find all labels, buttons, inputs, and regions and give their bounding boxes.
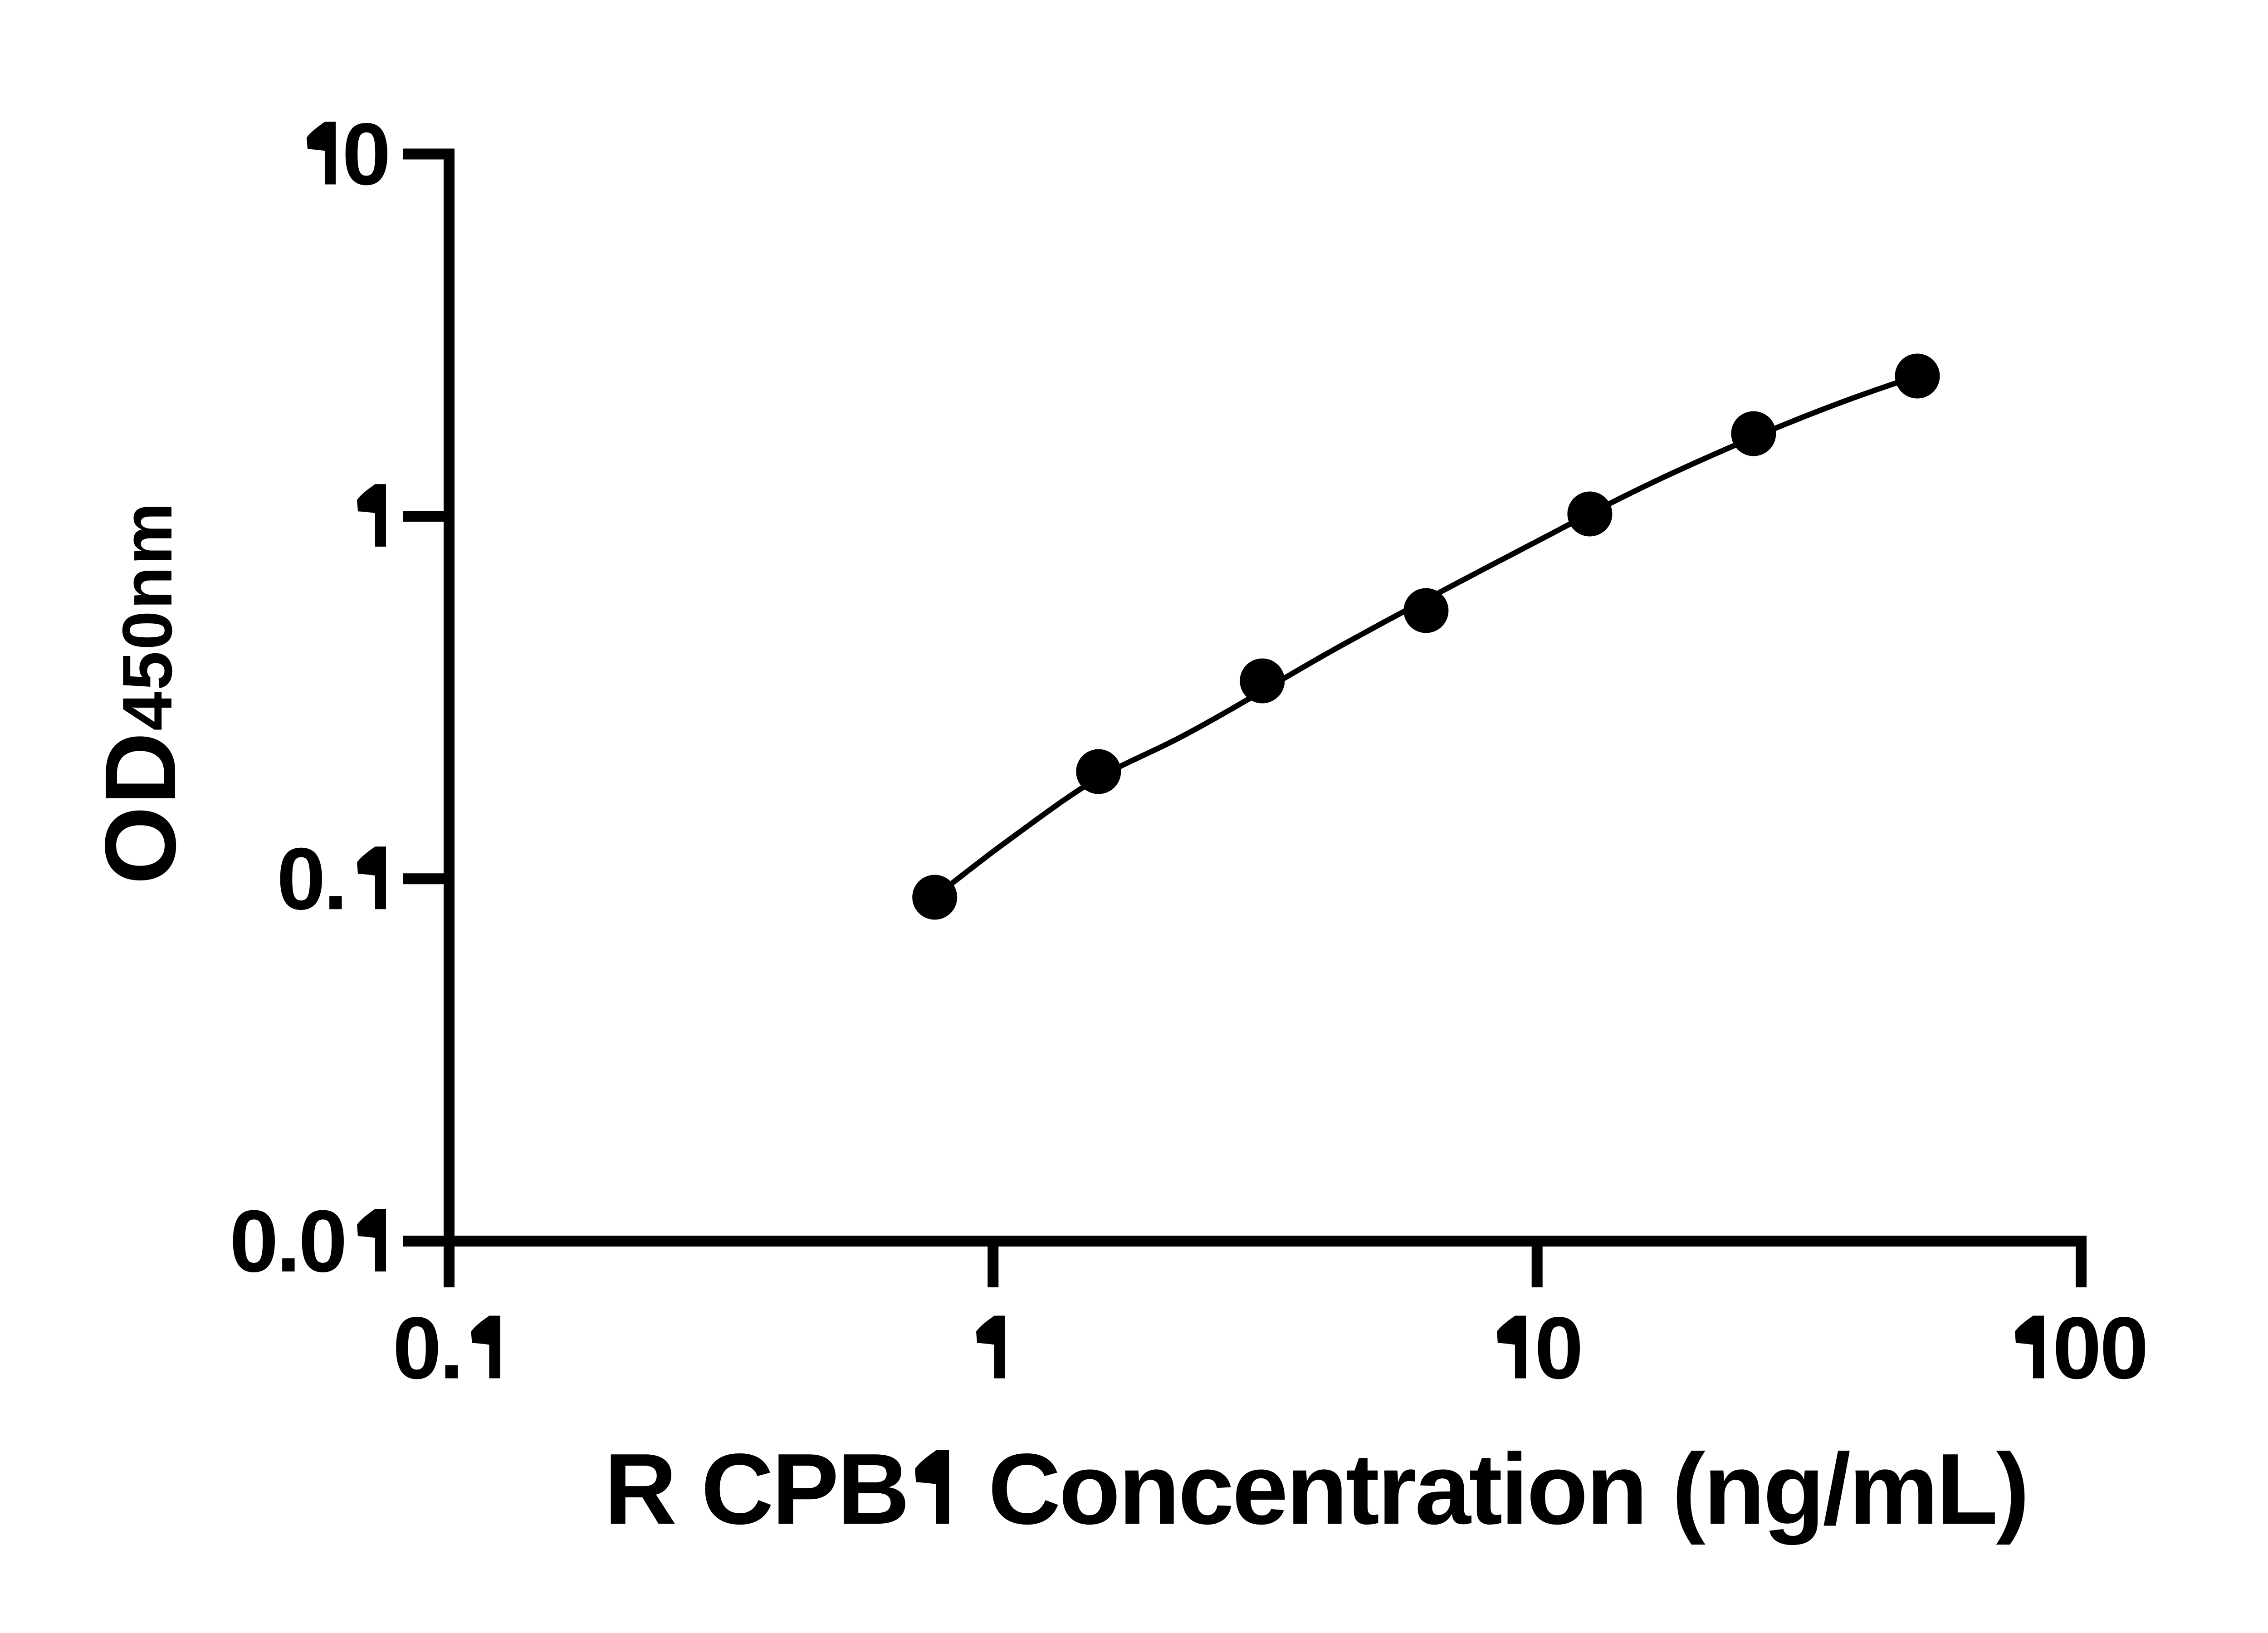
svg-text:0: 0: [2053, 1299, 2102, 1398]
svg-text:0: 0: [277, 830, 326, 928]
svg-text:0: 0: [342, 105, 391, 204]
svg-text:0: 0: [2100, 1299, 2149, 1398]
svg-text:0: 0: [393, 1299, 442, 1398]
svg-text:.: .: [440, 1299, 464, 1398]
svg-text:R CPB1 Concentration (ng/mL): R CPB1 Concentration (ng/mL): [604, 1433, 2028, 1545]
svg-text:0: 0: [230, 1192, 279, 1291]
svg-text:.: .: [323, 830, 348, 928]
svg-text:0: 0: [1535, 1299, 1584, 1398]
svg-text:0: 0: [298, 1192, 347, 1291]
svg-text:.: .: [276, 1192, 301, 1291]
